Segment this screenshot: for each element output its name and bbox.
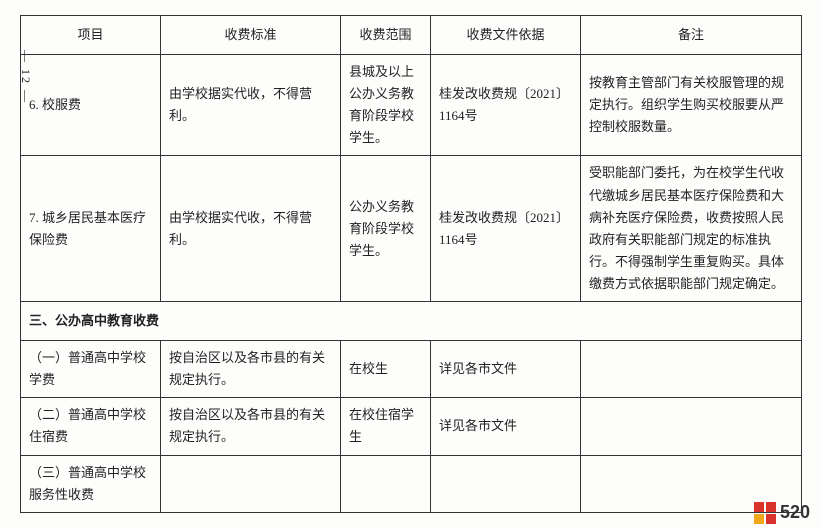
- watermark: 520: [754, 502, 810, 524]
- cell-standard: 按自治区以及各市县的有关规定执行。: [161, 398, 341, 455]
- cell-item: （一）普通高中学校学费: [21, 341, 161, 398]
- cell-scope: 县城及以上公办义务教育阶段学校学生。: [341, 55, 431, 156]
- cell-basis: 桂发改收费规〔2021〕1164号: [431, 156, 581, 302]
- table-row: 7. 城乡居民基本医疗保险费 由学校据实代收，不得营利。 公办义务教育阶段学校学…: [21, 156, 802, 302]
- cell-scope: [341, 455, 431, 512]
- cell-item: 6. 校服费: [21, 55, 161, 156]
- cell-item: （二）普通高中学校住宿费: [21, 398, 161, 455]
- cell-scope: 在校生: [341, 341, 431, 398]
- header-item: 项目: [21, 16, 161, 55]
- table-row: （三）普通高中学校服务性收费: [21, 455, 802, 512]
- cell-standard: [161, 455, 341, 512]
- cell-standard: 由学校据实代收，不得营利。: [161, 156, 341, 302]
- cell-basis: [431, 455, 581, 512]
- watermark-logo: [754, 502, 776, 524]
- cell-basis: 桂发改收费规〔2021〕1164号: [431, 55, 581, 156]
- cell-standard: 按自治区以及各市县的有关规定执行。: [161, 341, 341, 398]
- header-basis: 收费文件依据: [431, 16, 581, 55]
- cell-standard: 由学校据实代收，不得营利。: [161, 55, 341, 156]
- watermark-text: 520: [780, 502, 810, 523]
- cell-scope: 在校住宿学生: [341, 398, 431, 455]
- cell-note: 按教育主管部门有关校服管理的规定执行。组织学生购买校服要从严控制校服数量。: [581, 55, 802, 156]
- header-note: 备注: [581, 16, 802, 55]
- fee-table: 项目 收费标准 收费范围 收费文件依据 备注 6. 校服费 由学校据实代收，不得…: [20, 15, 802, 513]
- cell-note: [581, 341, 802, 398]
- table-row: （二）普通高中学校住宿费 按自治区以及各市县的有关规定执行。 在校住宿学生 详见…: [21, 398, 802, 455]
- cell-basis: 详见各市文件: [431, 341, 581, 398]
- section-header-cell: 三、公办高中教育收费: [21, 302, 802, 341]
- header-standard: 收费标准: [161, 16, 341, 55]
- section-header-row: 三、公办高中教育收费: [21, 302, 802, 341]
- cell-basis: 详见各市文件: [431, 398, 581, 455]
- cell-note: [581, 398, 802, 455]
- cell-note: 受职能部门委托，为在校学生代收代缴城乡居民基本医疗保险费和大病补充医疗保险费，收…: [581, 156, 802, 302]
- table-row: （一）普通高中学校学费 按自治区以及各市县的有关规定执行。 在校生 详见各市文件: [21, 341, 802, 398]
- table-row: 6. 校服费 由学校据实代收，不得营利。 县城及以上公办义务教育阶段学校学生。 …: [21, 55, 802, 156]
- page-number: — 12 —: [18, 50, 33, 104]
- table-header-row: 项目 收费标准 收费范围 收费文件依据 备注: [21, 16, 802, 55]
- header-scope: 收费范围: [341, 16, 431, 55]
- cell-item: （三）普通高中学校服务性收费: [21, 455, 161, 512]
- cell-scope: 公办义务教育阶段学校学生。: [341, 156, 431, 302]
- cell-item: 7. 城乡居民基本医疗保险费: [21, 156, 161, 302]
